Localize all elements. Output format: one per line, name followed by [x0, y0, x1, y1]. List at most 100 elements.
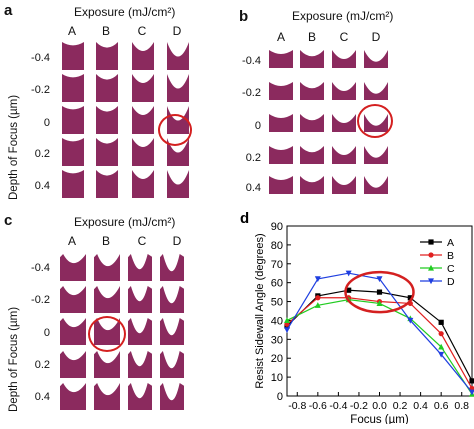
- row-label: -0.4: [31, 52, 50, 64]
- data-point: [469, 378, 474, 384]
- resist-profile: [269, 50, 293, 68]
- column-header: C: [137, 234, 147, 248]
- panel-label: a: [4, 2, 13, 19]
- resist-profile: [160, 318, 184, 345]
- data-point: [314, 302, 321, 308]
- resist-profile: [94, 254, 120, 281]
- resist-profile: [62, 106, 84, 134]
- highlight-circle: [158, 114, 192, 146]
- x-tick-label: 0.6: [434, 400, 449, 412]
- column-header: B: [101, 24, 110, 38]
- resist-profile: [300, 50, 324, 68]
- resist-profile: [300, 146, 324, 164]
- panel-label: c: [4, 212, 13, 229]
- resist-profile: [60, 351, 86, 378]
- row-label: -0.2: [242, 87, 261, 99]
- x-axis-label: Focus (µm): [350, 414, 409, 424]
- row-label: 0: [43, 327, 50, 339]
- resist-profile: [332, 82, 356, 100]
- data-point: [284, 327, 290, 334]
- data-point: [469, 389, 474, 396]
- resist-profile: [96, 170, 118, 198]
- highlight-circle: [344, 270, 415, 314]
- column-header: A: [67, 234, 76, 248]
- row-label: 0.2: [245, 152, 261, 164]
- column-header: C: [137, 24, 147, 38]
- y-tick-label: 20: [271, 353, 283, 365]
- resist-profile: [167, 42, 189, 70]
- panel-b: b Exposure (mJ/cm²) A B C D -0.4 -0.2 0 …: [237, 0, 474, 210]
- resist-profile: [364, 176, 388, 194]
- legend-label: B: [447, 250, 454, 262]
- panel-d: d 0 10 20 30 40 50 60 70 80 90 -0.8 -0.6 -0.4 -0.2 0.0 0…: [237, 210, 474, 426]
- y-tick-label: 50: [271, 297, 283, 309]
- data-point: [438, 331, 444, 337]
- data-point: [428, 239, 434, 245]
- x-tick-label: -0.4: [329, 400, 347, 412]
- y-axis-label: Depth of Focus (µm): [8, 94, 20, 200]
- resist-profile: [128, 318, 152, 345]
- resist-profile: [132, 42, 154, 70]
- y-tick-label: 70: [271, 259, 283, 271]
- resist-profile: [332, 176, 356, 194]
- data-point: [376, 300, 383, 307]
- data-point: [428, 252, 434, 258]
- data-point: [315, 295, 321, 301]
- data-point: [345, 270, 352, 277]
- resist-profile: [160, 383, 184, 410]
- row-label: 0.2: [34, 148, 50, 160]
- resist-profile: [94, 351, 120, 378]
- x-tick-label: -0.8: [288, 400, 306, 412]
- legend-label: C: [447, 263, 455, 275]
- panel-label: b: [239, 8, 249, 25]
- y-axis-label: Resist Sidewall Angle (degrees): [254, 233, 266, 388]
- resist-profile: [269, 176, 293, 194]
- panel-title: Exposure (mJ/cm²): [74, 5, 176, 19]
- resist-profile: [94, 286, 120, 313]
- x-tick-label: 0.2: [393, 400, 408, 412]
- resist-profile: [160, 286, 184, 313]
- y-tick-label: 10: [271, 372, 283, 384]
- column-header: D: [371, 30, 381, 44]
- data-point: [376, 289, 383, 295]
- resist-profile: [364, 50, 388, 68]
- resist-profile: [128, 383, 152, 410]
- panel-label: d: [240, 210, 249, 227]
- resist-profile: [167, 170, 189, 198]
- row-label: -0.4: [31, 262, 50, 274]
- series-line-C: [286, 299, 473, 395]
- resist-profile: [332, 146, 356, 164]
- row-label: -0.2: [31, 294, 50, 306]
- row-label: 0: [254, 120, 261, 132]
- data-point: [314, 276, 321, 283]
- resist-profile: [269, 82, 293, 100]
- resist-profile: [128, 254, 152, 281]
- y-axis-label: Depth of Focus (µm): [8, 306, 20, 412]
- resist-profile: [332, 114, 356, 132]
- resist-profile: [132, 106, 154, 134]
- data-point: [376, 276, 383, 283]
- row-label: 0: [43, 117, 50, 129]
- column-header: C: [339, 30, 349, 44]
- y-tick-label: 40: [271, 315, 283, 327]
- panel-a: a Exposure (mJ/cm²) Depth of Focus (µm) …: [0, 0, 237, 210]
- resist-profile: [60, 286, 86, 313]
- resist-profile: [62, 42, 84, 70]
- resist-profile: [62, 138, 84, 166]
- x-tick-label: 0.8: [454, 400, 469, 412]
- resist-profile: [160, 351, 184, 378]
- resist-profile: [96, 74, 118, 102]
- resist-profile: [128, 286, 152, 313]
- data-point: [428, 278, 434, 285]
- resist-profile: [60, 383, 86, 410]
- resist-profile: [269, 146, 293, 164]
- column-header: B: [307, 30, 316, 44]
- x-tick-label: -0.6: [309, 400, 327, 412]
- data-point: [407, 295, 413, 301]
- highlight-circle: [357, 104, 393, 138]
- legend-label: A: [447, 237, 454, 249]
- resist-profile: [269, 114, 293, 132]
- resist-profile: [132, 138, 154, 166]
- y-tick-label: 60: [271, 278, 283, 290]
- row-label: 0.4: [34, 391, 50, 403]
